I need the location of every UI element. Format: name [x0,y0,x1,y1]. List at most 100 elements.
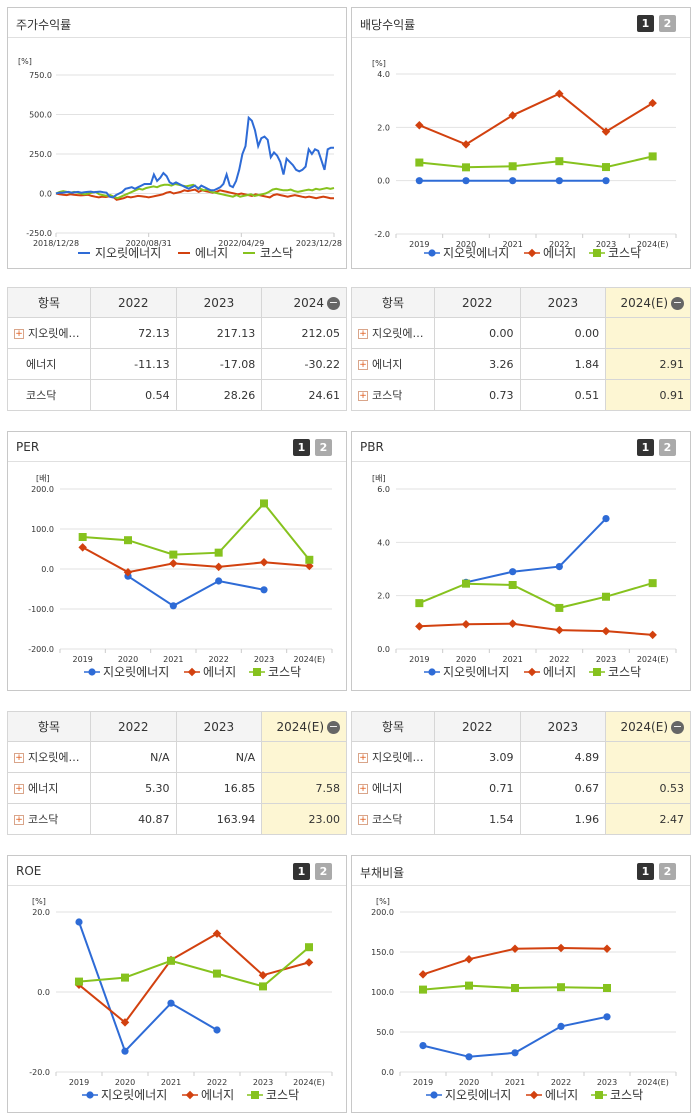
column-header[interactable]: 2024(E) − [605,287,691,318]
expand-icon[interactable]: + [14,815,24,825]
page-2-button[interactable]: 2 [315,439,332,456]
data-point [124,536,132,545]
page-2-button[interactable]: 2 [659,439,676,456]
page-2-button[interactable]: 2 [659,15,676,32]
table-cell: 3.09 [433,741,521,773]
row-label-cell[interactable]: + 지오릿에… [7,741,91,773]
expand-icon[interactable]: + [358,753,368,763]
expand-icon[interactable]: + [358,329,368,339]
data-point [555,157,564,166]
data-point [78,543,87,552]
panel-header: 주가수익률 [8,8,346,38]
row-label-cell[interactable]: + 지오릿에… [351,741,435,773]
data-point [251,1091,259,1099]
expand-icon[interactable]: + [14,784,24,794]
x-tick-label: 2019 [69,1078,89,1087]
collapse-icon[interactable]: − [671,295,684,310]
series-line [465,517,607,584]
panel-title: PBR [360,440,384,454]
row-label-cell[interactable]: + 코스닥 [7,803,91,835]
column-header-label: 2024(E) [276,719,324,734]
table-row: + 지오릿에… 72.13 217.13 212.05 [7,317,347,349]
per-chart: [배] 200.0 100.0 0.0 -100.0 -200.0 2019 2020 2021… [28,474,333,679]
y-tick-label: 100.0 [371,988,394,997]
table-cell: 0.91 [605,379,691,411]
legend-label: 지오릿에너지 [101,1088,167,1102]
data-point [462,579,470,588]
x-tick-label: 2023 [254,655,274,664]
table-cell: 2.91 [605,348,691,380]
data-point [602,163,610,172]
data-point [88,668,96,676]
page-1-button[interactable]: 1 [293,863,310,880]
data-point [215,577,223,585]
data-point [415,622,424,631]
collapse-icon[interactable]: − [327,295,340,310]
column-header[interactable]: 2024(E) − [261,711,347,742]
chart-legend: 지오릿에너지 에너지 코스닥 [424,665,641,679]
collapse-icon[interactable]: − [327,719,340,734]
data-point [593,668,601,676]
table-cell: 28.26 [175,379,263,411]
row-label-cell[interactable]: + 지오릿에… [351,317,435,349]
table-cell: 217.13 [175,317,263,349]
data-point [529,1090,539,1100]
page-1-button[interactable]: 1 [637,863,654,880]
debt-chart: [%] 200.0 150.0 100.0 50.0 0.0 2019 2020 2021 202… [371,897,677,1102]
expand-icon[interactable]: + [358,784,368,794]
y-tick-label: 0.0 [381,1068,394,1077]
expand-icon[interactable]: + [358,815,368,825]
pbr-table: 항목 2022 2023 2024(E) − + 지오릿에… 3.09 4.89 + 에너지 0.71… [351,711,691,835]
row-label-cell[interactable]: + 지오릿에… [7,317,91,349]
row-label: 에너지 [372,782,403,795]
page-1-button[interactable]: 1 [637,439,654,456]
x-tick-label: 2020 [456,655,476,664]
expand-icon[interactable]: + [14,753,24,763]
page-1-button[interactable]: 1 [637,15,654,32]
table-cell [605,317,691,349]
panel-title: 주가수익률 [16,18,72,32]
data-point [167,956,175,965]
row-label-cell[interactable]: + 코스닥 [351,803,435,835]
row-label-cell[interactable]: + 에너지 [7,772,91,804]
page-1-button[interactable]: 1 [293,439,310,456]
legend-label: 코스닥 [610,1088,643,1102]
data-point [465,1053,473,1061]
y-tick-label: -2.0 [374,230,390,239]
row-label-cell[interactable]: + 코스닥 [351,379,435,411]
x-tick-label: 2022 [207,1078,227,1087]
row-label-cell[interactable]: + 에너지 [351,772,435,804]
table-row: + 코스닥 0.73 0.51 0.91 [351,379,691,411]
data-point [419,985,427,994]
pbr-panel: PBR 1 2 [배] 6.0 4.0 2.0 0.0 2019 2020 2021 2022 2… [351,431,691,691]
expand-icon[interactable]: + [14,329,24,339]
data-point [187,667,197,677]
table-cell: 5.30 [89,772,177,804]
column-header[interactable]: 2024(E) − [605,711,691,742]
expand-icon[interactable]: + [358,391,368,401]
column-header: 항목 [7,711,91,742]
x-tick-label: 2020 [118,655,138,664]
column-header-label: 2024(E) [620,295,668,310]
table-cell: 0.51 [519,379,607,411]
chart-legend: 지오릿에너지 에너지 코스닥 [82,1088,299,1102]
x-tick-label: 2019 [413,1078,433,1087]
x-tick-label: 2024(E) [637,240,669,249]
collapse-icon[interactable]: − [671,719,684,734]
table-header-row: 항목 2022 2023 2024− [7,287,347,318]
data-point [169,602,177,610]
table-row: 코스닥 0.54 28.26 24.61 [7,379,347,411]
data-point [595,1091,603,1099]
pbr-chart: [배] 6.0 4.0 2.0 0.0 2019 2020 2021 2022 2023 2024(… [372,474,677,679]
data-point [415,158,424,167]
page-2-button[interactable]: 2 [659,863,676,880]
row-label-cell[interactable]: + 에너지 [351,348,435,380]
expand-icon[interactable]: + [358,360,368,370]
y-tick-label: 250.0 [29,150,52,159]
column-header-label: 항목 [381,720,405,734]
column-header[interactable]: 2024− [261,287,347,318]
data-point [527,248,537,258]
legend-label: 코스닥 [608,665,641,679]
page-2-button[interactable]: 2 [315,863,332,880]
